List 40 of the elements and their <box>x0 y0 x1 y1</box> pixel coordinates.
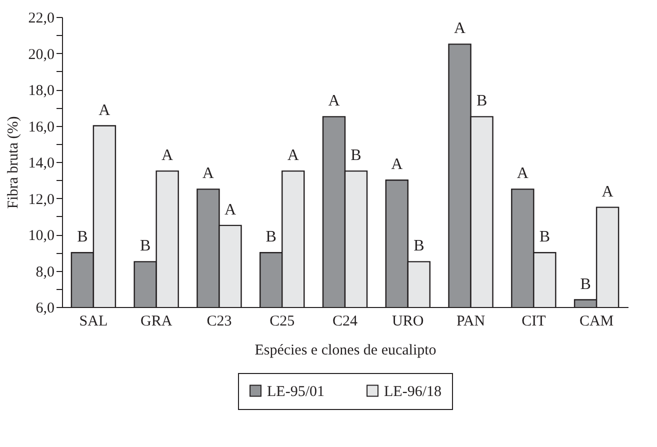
x-axis-title: Espécies e clones de eucalipto <box>254 342 436 358</box>
x-tick-label: CIT <box>522 314 546 330</box>
x-tick-label: GRA <box>140 314 172 330</box>
y-tick-label: 14,0 <box>28 156 54 172</box>
y-tick-label: 12,0 <box>28 192 54 208</box>
y-tick-label: 8,0 <box>36 264 54 280</box>
y-tick-label: 20,0 <box>28 46 54 63</box>
x-tick-label: PAN <box>456 314 486 330</box>
data-label: B <box>77 228 88 246</box>
data-label: A <box>287 147 300 164</box>
data-label: A <box>602 183 614 200</box>
x-tick-label: SAL <box>79 314 108 330</box>
data-label: A <box>328 92 340 110</box>
y-tick-label: 6,0 <box>36 300 54 316</box>
data-label: A <box>224 201 236 218</box>
data-label: B <box>266 228 276 246</box>
x-tick-label: C23 <box>206 314 232 330</box>
data-label: A <box>98 102 111 119</box>
legend-label: LE-95/01 <box>267 384 324 400</box>
x-tick-label: URO <box>392 314 424 330</box>
data-label: A <box>391 156 404 174</box>
y-tick-label: 22,0 <box>28 10 54 26</box>
y-tick-label: 18,0 <box>28 83 54 99</box>
y-axis-title: Fibra bruta (%) <box>5 116 22 209</box>
data-label: B <box>580 276 591 293</box>
x-tick-label: C24 <box>332 314 358 330</box>
x-tick-label: C25 <box>270 314 295 330</box>
data-label: B <box>414 238 424 255</box>
data-label: B <box>350 147 362 164</box>
data-label: A <box>162 147 174 164</box>
data-label: B <box>476 92 488 110</box>
data-label: B <box>539 228 550 246</box>
data-label: A <box>454 20 466 38</box>
data-label: A <box>516 165 529 182</box>
x-tick-label: CAM <box>579 314 614 330</box>
legend-label: LE-96/18 <box>384 384 442 400</box>
y-tick-label: 10,0 <box>28 228 54 244</box>
data-label: A <box>202 165 214 182</box>
data-label: B <box>140 238 151 255</box>
y-tick-label: 16,0 <box>28 119 54 136</box>
